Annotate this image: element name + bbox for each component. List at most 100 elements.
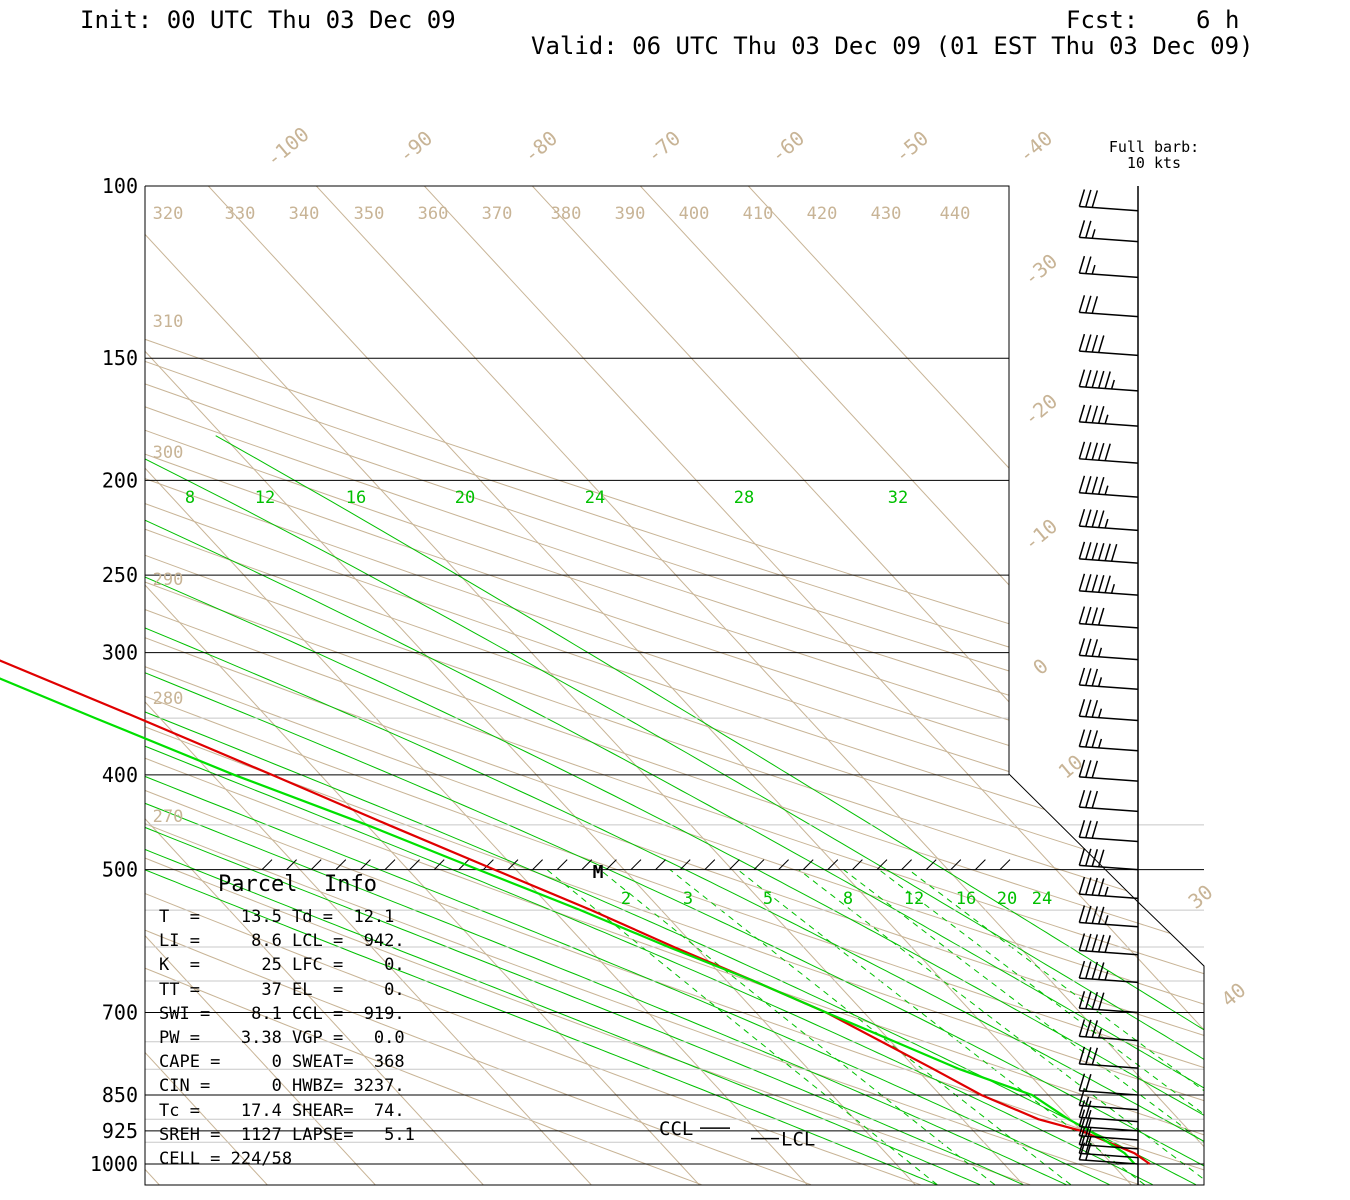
moist-adiabat-line [215,435,1204,1185]
barb-shaft [1079,654,1139,661]
barb-feather [1085,848,1092,867]
wind-barb [1078,189,1139,212]
hatch-mark [532,859,543,870]
barb-feather [1085,606,1092,625]
barb-feather [1078,475,1086,494]
barb-shaft [1079,311,1139,318]
barb-feather [1085,790,1092,808]
wind-barb [1078,541,1139,564]
wind-barb [1078,638,1139,661]
barb-feather [1078,789,1086,808]
parcel-row: PW = 3.38 VGP = 0.0 [159,1028,405,1049]
lcl-label: LCL [781,1129,815,1151]
barb-feather [1097,962,1105,980]
barb-feather [1085,905,1092,924]
barb-feather [1085,961,1092,979]
barb-shaft [1079,590,1139,596]
dry-adiabat-line [145,186,1031,1185]
pressure-label: 250 [102,563,138,587]
barb-shaft [1079,1063,1139,1069]
barb-feather [1085,369,1092,388]
isotherm-label: -10 [1019,514,1062,556]
barb-feather [1085,334,1092,352]
barb-feather [1085,699,1092,717]
barb-feather [1091,509,1099,528]
dry-adiabat-label: 370 [482,204,513,224]
moist-adiabat-label: 24 [585,488,605,508]
barb-feather [1085,1096,1090,1107]
barb-feather [1091,906,1099,924]
isotherm-label: -60 [766,126,809,168]
barb-feather [1091,730,1099,748]
isotherm-label: -90 [394,126,437,168]
hatch-mark [704,859,716,870]
barb-feather [1091,877,1099,896]
barb-feather [1091,991,1099,1010]
dry-adiabat-label: 360 [418,204,449,224]
barb-feather [1097,708,1103,718]
wind-barb [1078,573,1139,596]
hatch-mark [630,859,642,870]
pressure-label: 400 [102,763,138,787]
wind-barb [1078,960,1139,984]
isotherm-label: -30 [1019,249,1062,291]
barb-shaft [1079,1007,1139,1014]
parcel-row: LI = 8.6 LCL = 942. [159,931,405,952]
hatch-mark [581,859,593,870]
barb-feather [1078,848,1086,866]
barb-feather [1091,607,1099,625]
barb-feather [1085,1127,1092,1146]
hatch-mark [261,859,273,870]
barb-feather [1097,370,1105,389]
barb-feather [1097,476,1105,495]
barb-shaft [1079,745,1139,752]
barb-feather [1097,992,1105,1010]
barb-feather [1085,877,1092,895]
barb-feather [1078,295,1086,313]
parcel-info-title: Parcel Info [218,872,377,897]
barb-feather [1078,541,1086,560]
barb-shaft [1079,236,1139,243]
barb-feather [1110,583,1116,594]
moist-adiabat-line [145,548,1204,1185]
wind-barb [1078,333,1139,357]
wind-barb [1078,220,1139,243]
wind-barb [1078,1136,1139,1159]
wind-barb [1078,404,1139,427]
barb-legend-line-1: Full barb: [1109,138,1199,156]
plot-border [144,185,1205,1186]
hatch-mark [753,859,765,870]
hatch-mark [556,859,568,870]
pressure-label: 500 [102,858,138,882]
barb-feather [1078,933,1086,951]
hatch-mark [852,859,863,870]
wind-barb [1078,441,1139,464]
wind-barb [1078,1046,1139,1069]
barb-feather [1091,370,1099,388]
barb-feather [1085,1073,1092,1092]
barb-feather [1097,878,1105,896]
wind-barb [1078,729,1139,752]
isotherm-label: 30 [1184,880,1218,914]
barb-shaft [1079,421,1139,427]
wind-barb [1078,933,1139,956]
isotherm-label: -40 [1014,126,1057,168]
hatch-mark [433,859,445,870]
isotherm-line [145,186,376,1185]
mixing-ratio-line [546,869,938,1185]
parcel-row: K = 25 LFC = 0. [159,955,405,976]
hatch-mark [655,859,666,870]
barb-feather [1078,333,1086,352]
barb-shaft [1079,715,1139,722]
barb-shaft [1079,1158,1139,1165]
barb-feather [1078,759,1086,778]
hatch-mark [606,859,617,870]
barb-feather [1091,542,1099,561]
wind-barbs [1078,189,1139,1165]
hatch-mark [384,859,396,870]
barb-feather [1078,1142,1086,1160]
moist-adiabat-label: 8 [185,488,195,508]
moist-adiabat-line [145,746,1024,1185]
moist-adiabat-line [145,769,981,1185]
